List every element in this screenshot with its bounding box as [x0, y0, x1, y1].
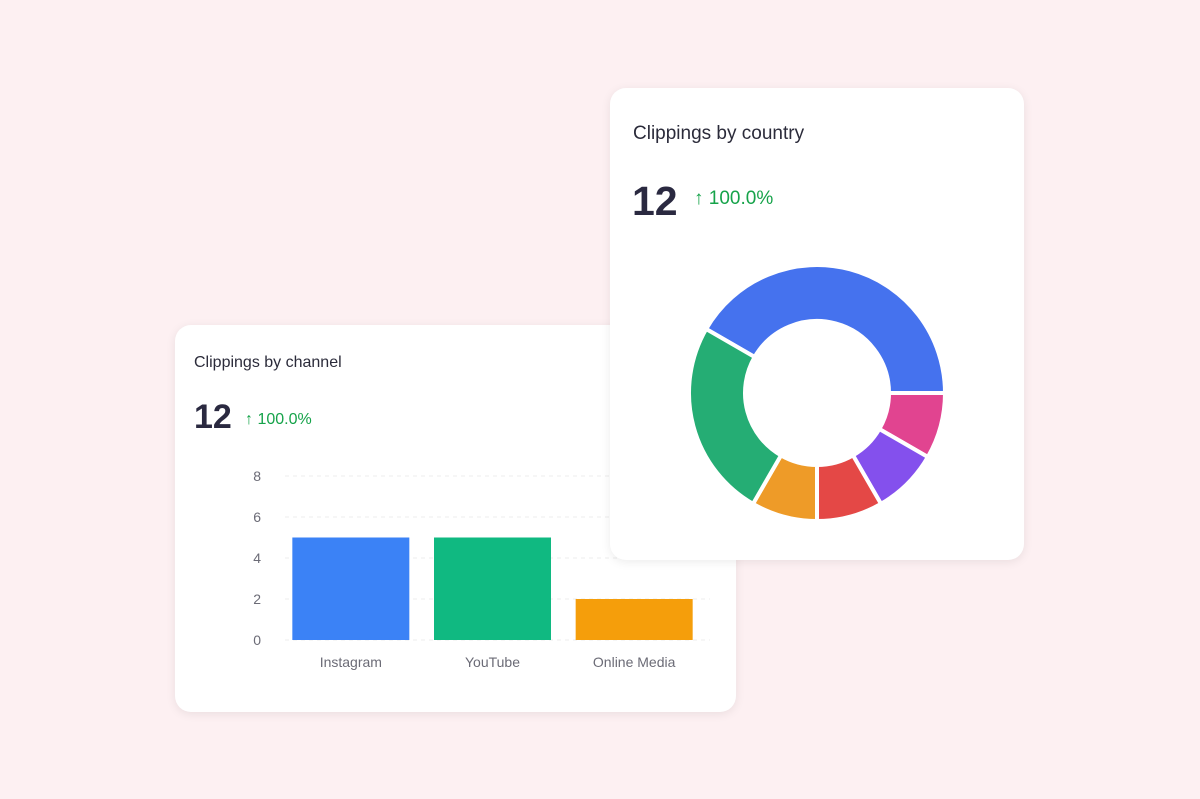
bar-youtube — [434, 537, 551, 640]
card-title: Clippings by channel — [194, 354, 342, 371]
y-tick-label: 4 — [253, 550, 261, 566]
bar-online-media — [575, 599, 693, 640]
clippings-by-country-card: Clippings by country 12 ↑ 100.0% — [610, 88, 1024, 560]
donut-chart — [687, 263, 948, 524]
total-count: 12 — [632, 178, 678, 224]
change-value: 100.0% — [257, 411, 312, 428]
arrow-up-icon: ↑ — [694, 188, 704, 209]
x-tick-label: Online Media — [593, 654, 676, 670]
change-indicator: ↑ 100.0% — [694, 188, 773, 210]
y-tick-label: 6 — [253, 509, 261, 525]
change-value: 100.0% — [708, 188, 774, 209]
x-tick-label: Instagram — [320, 654, 382, 670]
change-indicator: ↑ 100.0% — [245, 411, 312, 429]
y-tick-label: 2 — [253, 591, 261, 607]
donut-slice — [703, 263, 948, 395]
x-tick-label: YouTube — [465, 654, 520, 670]
total-count: 12 — [194, 398, 232, 436]
y-tick-label: 0 — [253, 632, 261, 648]
y-tick-label: 8 — [253, 468, 261, 484]
bar-instagram — [292, 537, 410, 640]
card-title: Clippings by country — [633, 123, 805, 144]
donut-slice — [687, 326, 784, 507]
arrow-up-icon: ↑ — [245, 411, 253, 428]
